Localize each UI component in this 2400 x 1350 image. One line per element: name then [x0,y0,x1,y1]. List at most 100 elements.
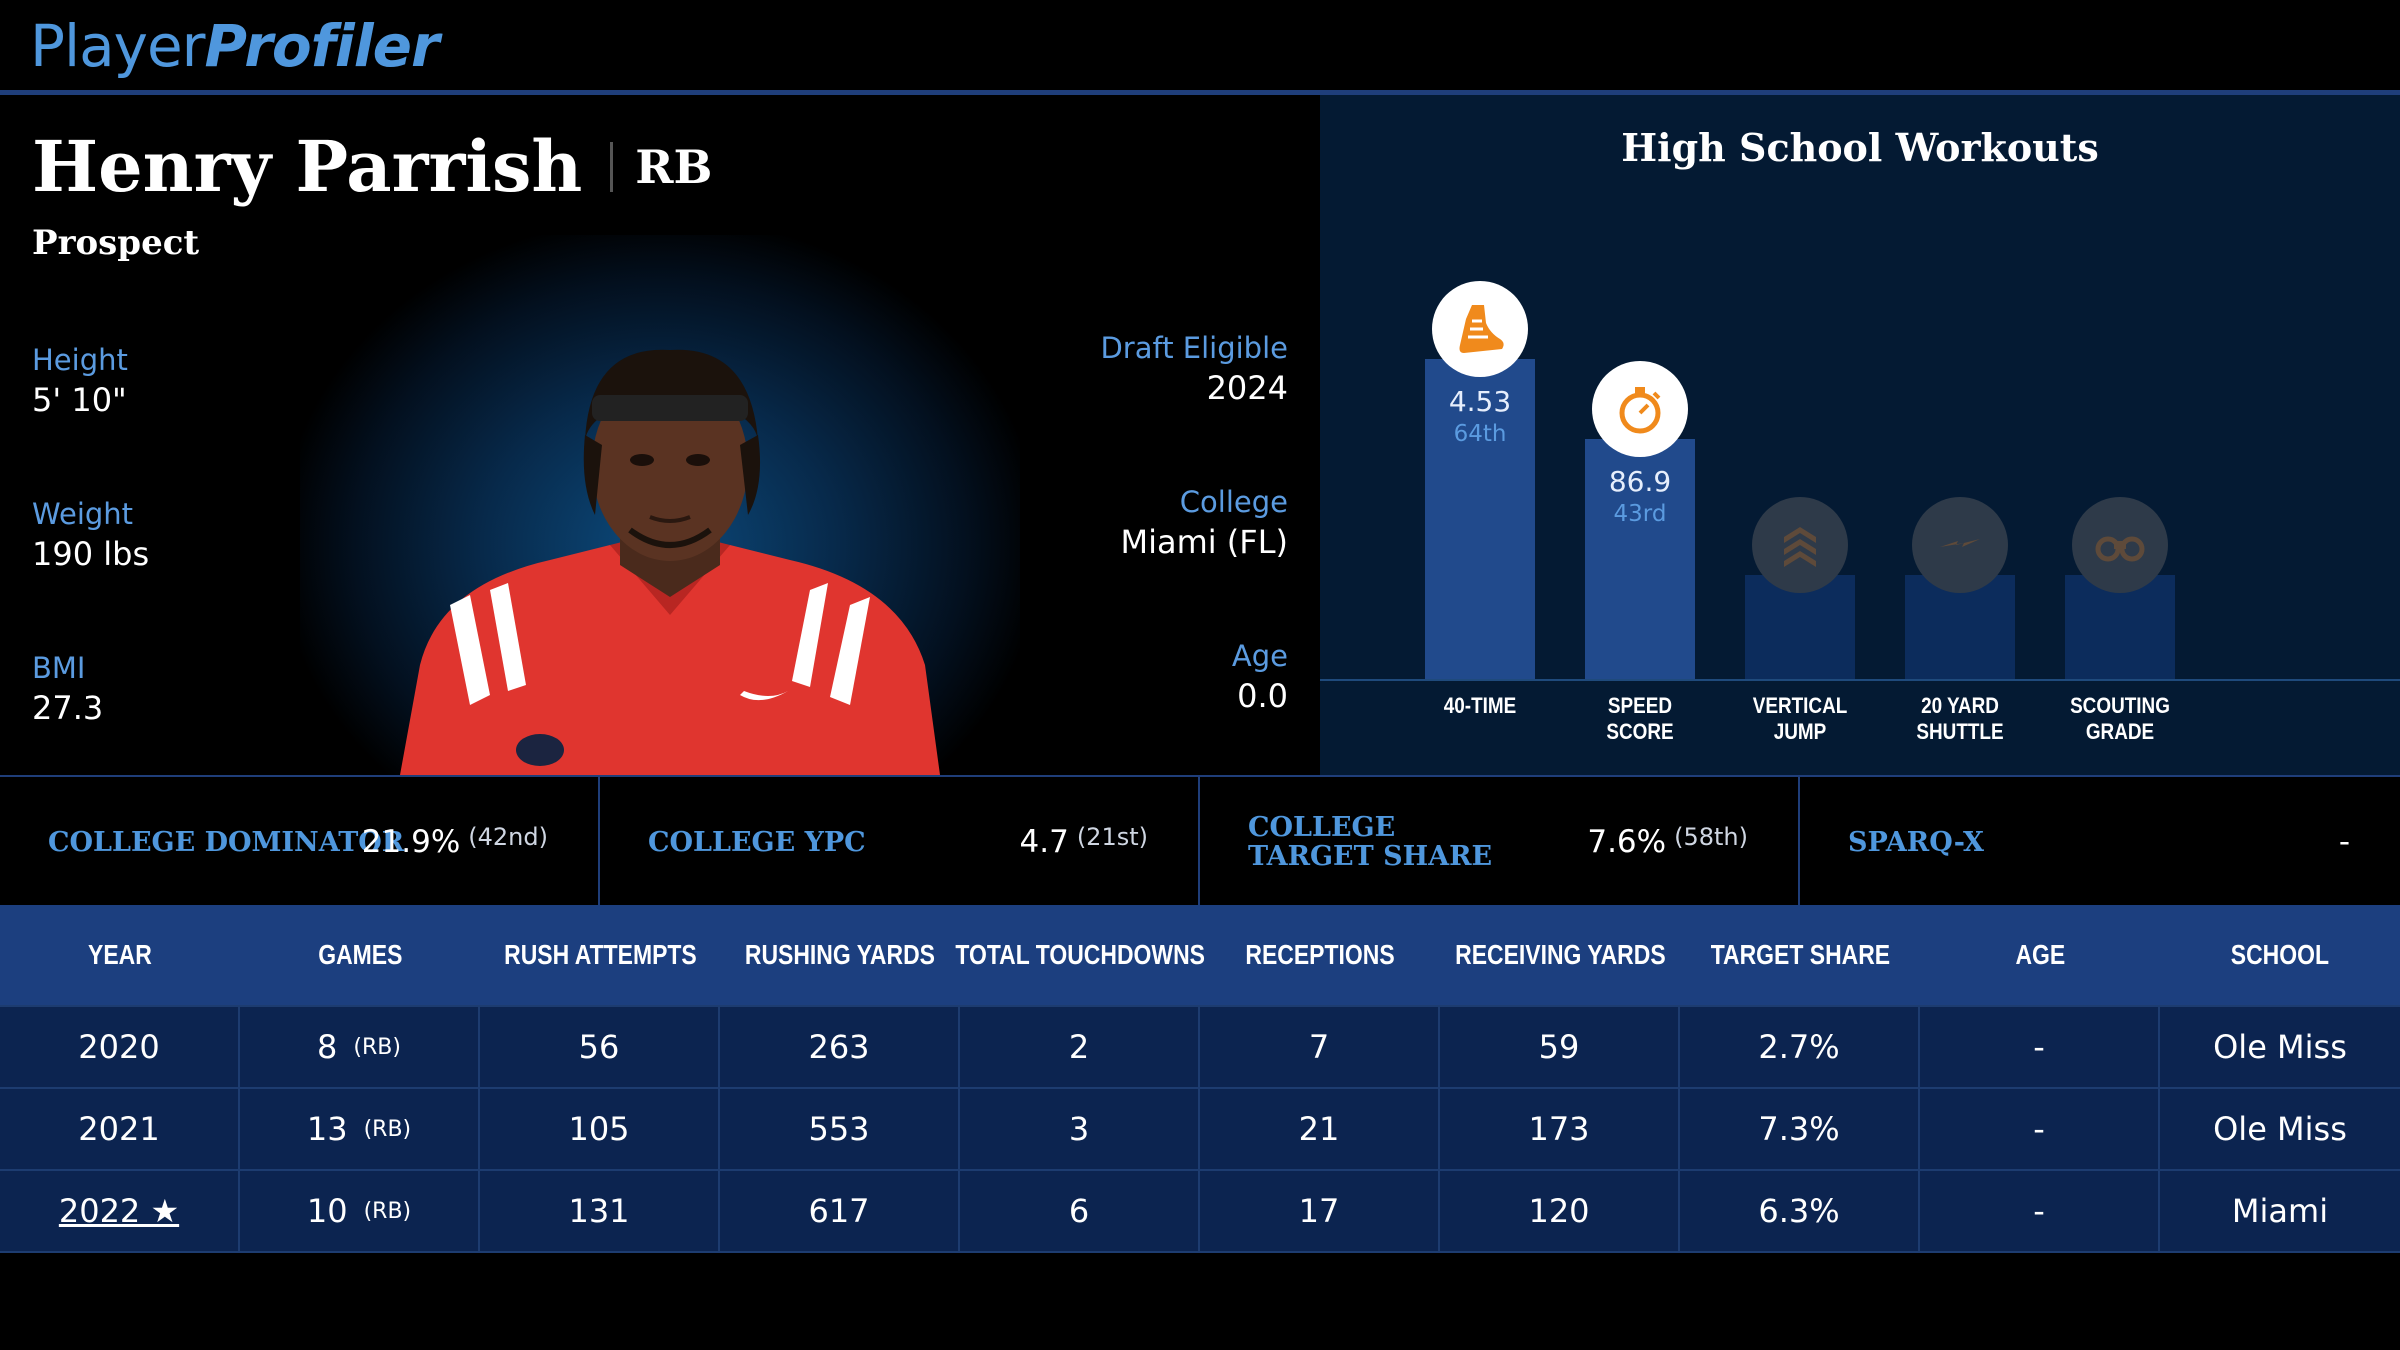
logo-text-player: Player [30,12,205,80]
stat-label: Draft Eligible [1100,331,1288,365]
site-logo[interactable]: PlayerProfiler [30,12,440,80]
column-header-label: SCHOOL [2230,939,2330,970]
column-header-label: TARGET SHARE [1710,939,1890,970]
player-profile-panel: Henry Parrish RB Prospect Height 5' 10" … [0,95,1320,775]
workout-value: 86.9 [1608,465,1672,498]
metric-value: 7.6% (58th) [1587,777,1748,907]
column-header-label: RECEPTIONS [1245,939,1395,970]
cell-games: 13 (RB) [240,1089,480,1169]
stat-value: 0.0 [1237,677,1288,715]
table-row: 2022 ★ 10 (RB) 131 617 6 17 120 6.3% - Miami [0,1169,2400,1251]
cell-text: 7 [1308,1028,1330,1066]
metric-rank: (21st) [1076,823,1148,851]
cell-games: 8 (RB) [240,1007,480,1087]
workout-bar[interactable] [1585,439,1695,679]
cell-target-share: 2.7% [1680,1007,1920,1087]
player-position: RB [635,139,713,194]
column-header[interactable]: GAMES [240,905,480,1005]
metric-value: 21.9% (42nd) [362,777,548,907]
cell-text: 2021 [78,1110,160,1148]
stat-label: Age [1231,639,1288,673]
cell-text: 56 [578,1028,620,1066]
column-header-label: YEAR [88,939,152,970]
table-row: 2020 8 (RB) 56 263 2 7 59 2.7% - Ole Miss [0,1005,2400,1087]
cell-text: 2020 [78,1028,160,1066]
stat-label: Weight [32,497,134,531]
cell-rec: 17 [1200,1171,1440,1251]
cell-position: (RB) [363,1198,412,1224]
cell-text: - [2033,1192,2045,1230]
name-divider [610,141,614,192]
column-header[interactable]: RECEPTIONS [1200,905,1440,1005]
column-header[interactable]: RECEIVING YARDS [1440,905,1680,1005]
cell-text: 7.3% [1758,1110,1840,1148]
cell-rush-att: 56 [480,1007,720,1087]
cell-rec-yds: 120 [1440,1171,1680,1251]
cell-target-share: 6.3% [1680,1171,1920,1251]
column-header[interactable]: RUSH ATTEMPTS [480,905,720,1005]
workouts-baseline [1320,679,2400,681]
binoculars-icon [2072,497,2168,593]
cell-games: 10 (RB) [240,1171,480,1251]
stat-value: 27.3 [32,689,104,727]
cell-rush-att: 105 [480,1089,720,1169]
metric-value: 4.7 (21st) [1020,777,1149,907]
cell-tds: 6 [960,1171,1200,1251]
cell-rec: 7 [1200,1007,1440,1087]
table-row: 2021 13 (RB) 105 553 3 21 173 7.3% - Ole Miss [0,1087,2400,1169]
cell-year: 2021 [0,1089,240,1169]
cell-age: - [1920,1171,2160,1251]
stat-age: Age 0.0 [1232,639,1288,715]
table-bottom-border [0,1251,2400,1253]
top-bar: PlayerProfiler [0,0,2400,95]
metric-rank: (58th) [1674,823,1748,851]
column-header[interactable]: SCHOOL [2160,905,2400,1005]
column-header[interactable]: AGE [1920,905,2160,1005]
metric-number: 7.6% [1587,824,1667,860]
workout-label-line: 20 YARD [1921,693,1999,718]
cell-text: 21 [1298,1110,1340,1148]
metric-college-ypc: COLLEGE YPC 4.7 (21st) [600,777,1200,907]
stat-value: 5' 10" [32,381,127,419]
metric-sparq-x: SPARQ-X - [1800,777,2400,907]
column-header[interactable]: TARGET SHARE [1680,905,1920,1005]
workout-label-line: VERTICAL [1752,693,1848,718]
cell-text: 131 [568,1192,630,1230]
cell-rec-yds: 173 [1440,1089,1680,1169]
workout-bar[interactable] [1425,359,1535,679]
cell-text: Ole Miss [2213,1110,2347,1148]
cell-text: Ole Miss [2213,1028,2347,1066]
year-link[interactable]: 2022 ★ [58,1192,180,1230]
cell-text: 17 [1298,1192,1340,1230]
player-photo [400,349,940,775]
cell-text: 8 [317,1028,338,1066]
metric-number: 21.9% [361,824,461,860]
cell-rec-yds: 59 [1440,1007,1680,1087]
column-header[interactable]: TOTAL TOUCHDOWNS [955,905,1205,1005]
college-metrics-strip: COLLEGE DOMINATOR 21.9% (42nd) COLLEGE YP… [0,775,2400,907]
cell-text: 3 [1068,1110,1090,1148]
column-header[interactable]: RUSHING YARDS [720,905,960,1005]
cell-text: 173 [1528,1110,1590,1148]
cell-text: - [2033,1110,2045,1148]
column-header-label: RECEIVING YARDS [1454,939,1666,970]
cell-text: 2 [1068,1028,1090,1066]
column-header[interactable]: YEAR [0,905,240,1005]
stat-bmi: BMI 27.3 [32,651,103,727]
cell-position: (RB) [353,1034,401,1060]
stat-value: 2024 [1206,369,1288,407]
cell-text: 10 [306,1192,348,1230]
cell-school: Miami [2160,1171,2400,1251]
cell-school: Ole Miss [2160,1007,2400,1087]
cell-text: 120 [1528,1192,1590,1230]
cell-text: 13 [306,1110,348,1148]
cell-text: 617 [808,1192,870,1230]
player-name: Henry Parrish [32,125,583,208]
stat-label: Height [32,343,128,377]
workout-label-line: SCORE [1606,719,1674,744]
shoe-icon [1432,281,1528,377]
stat-value: 190 lbs [32,535,150,573]
stat-weight: Weight 190 lbs [32,497,149,573]
stat-label: BMI [32,651,86,685]
metric-rank: (42nd) [468,823,548,851]
